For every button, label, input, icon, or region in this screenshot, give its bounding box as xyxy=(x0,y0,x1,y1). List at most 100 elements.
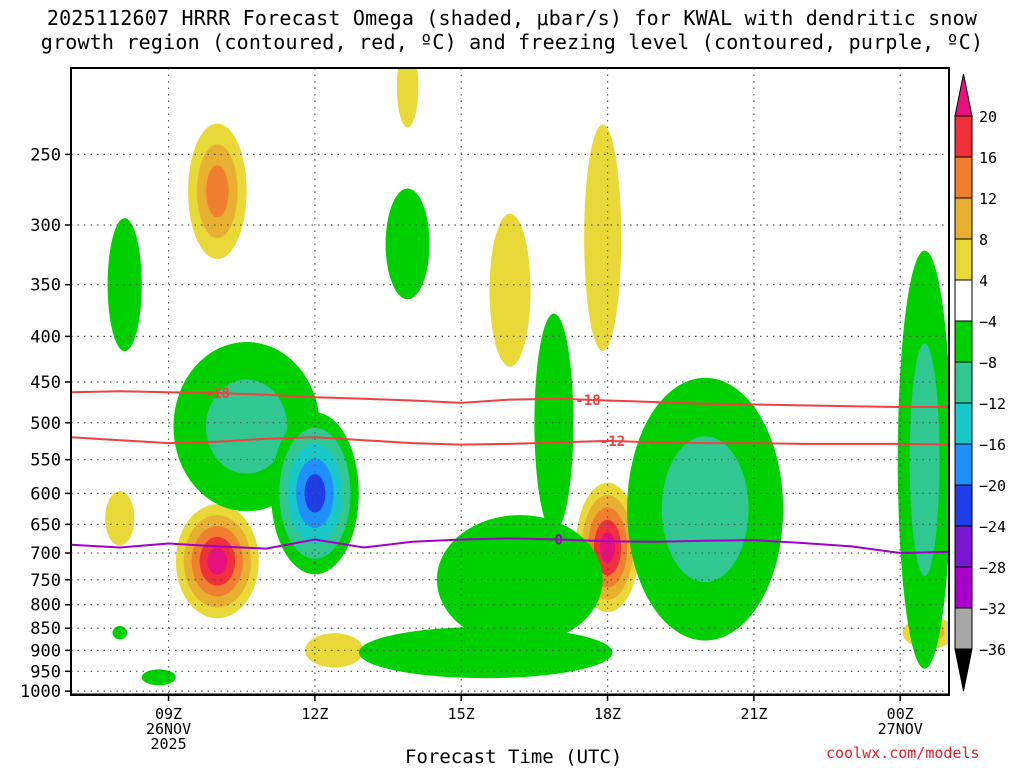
colorbar-label: −32 xyxy=(979,600,1006,618)
colorbar-label: −20 xyxy=(979,477,1006,495)
omega-shading xyxy=(105,68,949,686)
colorbar-label: −24 xyxy=(979,518,1006,536)
colorbar-segment xyxy=(954,156,973,199)
omega-feature xyxy=(141,669,176,686)
x-tick-label: 18Z xyxy=(594,705,621,723)
y-tick-label: 300 xyxy=(30,216,61,236)
chart-title-line-1: 2025112607 HRRR Forecast Omega (shaded, … xyxy=(46,6,978,30)
omega-feature xyxy=(584,124,622,351)
x-tick-label: 09Z xyxy=(155,705,182,723)
colorbar-segment xyxy=(954,115,973,158)
y-tick-label: 700 xyxy=(30,544,61,564)
y-tick-label: 250 xyxy=(30,145,61,165)
contour-label: -18 xyxy=(205,386,230,402)
contour-line xyxy=(71,390,949,408)
colorbar-segment xyxy=(954,279,973,322)
colorbar-label: −16 xyxy=(979,436,1006,454)
colorbar-segment xyxy=(954,566,973,609)
y-tick-label: 850 xyxy=(30,619,61,639)
colorbar-label: 16 xyxy=(979,149,997,167)
omega-feature xyxy=(175,504,259,619)
y-axis: 2503003504004505005506006507007508008509… xyxy=(20,145,71,702)
omega-feature xyxy=(627,377,784,641)
colorbar-segment xyxy=(954,525,973,568)
y-tick-label: 750 xyxy=(30,571,61,591)
colorbar-segment xyxy=(954,484,973,527)
omega-contour-fill xyxy=(534,313,574,532)
omega-contour-fill xyxy=(141,669,176,686)
x-tick-label: 15Z xyxy=(448,705,475,723)
omega-contour-fill xyxy=(304,474,326,513)
omega-feature xyxy=(112,625,128,640)
omega-contour-fill xyxy=(489,213,531,367)
contour-line xyxy=(71,537,949,555)
colorbar-label: −12 xyxy=(979,395,1006,413)
omega-feature xyxy=(396,68,419,128)
omega-contour-fill xyxy=(396,68,419,128)
omega-feature xyxy=(385,188,430,300)
omega-feature xyxy=(105,491,135,546)
y-tick-label: 1000 xyxy=(20,682,61,702)
omega-feature xyxy=(575,482,640,613)
omega-feature xyxy=(107,218,142,352)
y-tick-label: 650 xyxy=(30,515,61,535)
omega-contour-fill xyxy=(600,532,616,563)
colorbar-segment xyxy=(954,361,973,404)
gridlines xyxy=(71,68,949,695)
omega-contour-fill xyxy=(105,491,135,546)
omega-feature xyxy=(489,213,531,367)
colorbar-bottom-arrow xyxy=(954,648,973,692)
colorbar-segment xyxy=(954,443,973,486)
y-tick-label: 550 xyxy=(30,451,61,471)
omega-feature xyxy=(534,313,574,532)
omega-feature xyxy=(270,412,359,575)
colorbar-top-arrow xyxy=(954,73,973,117)
contour-label: -18 xyxy=(575,393,600,409)
x-axis-label: Forecast Time (UTC) xyxy=(405,746,623,768)
x-tick-label: 00Z xyxy=(887,705,914,723)
colorbar: 20 16 12 8 4 −4 −8 −12 −16 −20 −24 −28 −32 −36 xyxy=(954,73,1006,692)
x-tick-label: 12Z xyxy=(301,705,328,723)
credit-link[interactable]: coolwx.com/models xyxy=(826,744,980,762)
y-tick-label: 450 xyxy=(30,373,61,393)
colorbar-label: −36 xyxy=(979,641,1006,659)
x-tick-year: 2025 xyxy=(150,735,186,753)
colorbar-segment xyxy=(954,197,973,240)
y-tick-label: 500 xyxy=(30,414,61,434)
y-tick-label: 900 xyxy=(30,641,61,661)
omega-feature xyxy=(358,626,613,679)
y-tick-label: 950 xyxy=(30,662,61,682)
colorbar-label: 20 xyxy=(979,108,997,126)
colorbar-label: 8 xyxy=(979,231,988,249)
temperature-contours: -18 -18 -12 0 xyxy=(71,386,949,555)
colorbar-label: −8 xyxy=(979,354,997,372)
x-tick-date: 26NOV xyxy=(146,720,191,738)
y-tick-label: 800 xyxy=(30,596,61,616)
colorbar-label: 12 xyxy=(979,190,997,208)
omega-contour-fill xyxy=(112,625,128,640)
omega-contour-fill xyxy=(661,436,749,583)
y-tick-label: 350 xyxy=(30,276,61,296)
colorbar-segment xyxy=(954,320,973,363)
omega-contour-fill xyxy=(584,124,622,351)
colorbar-segment xyxy=(954,238,973,281)
colorbar-label: −4 xyxy=(979,313,997,331)
omega-contour-fill xyxy=(305,633,364,668)
x-tick-date: 27NOV xyxy=(878,720,923,738)
contour-label: 0 xyxy=(555,533,563,549)
omega-contour-fill xyxy=(205,379,288,474)
colorbar-segment xyxy=(954,402,973,445)
omega-contour-fill xyxy=(385,188,430,300)
omega-contour-fill xyxy=(909,343,940,576)
contour-line xyxy=(71,436,949,446)
contour-label: -12 xyxy=(600,434,625,450)
omega-contour-fill xyxy=(358,626,613,679)
omega-feature xyxy=(188,123,247,260)
omega-contour-fill xyxy=(107,218,142,352)
y-tick-label: 600 xyxy=(30,484,61,504)
x-tick-label: 21Z xyxy=(740,705,767,723)
omega-feature xyxy=(305,633,364,668)
omega-contour-fill xyxy=(206,165,229,218)
